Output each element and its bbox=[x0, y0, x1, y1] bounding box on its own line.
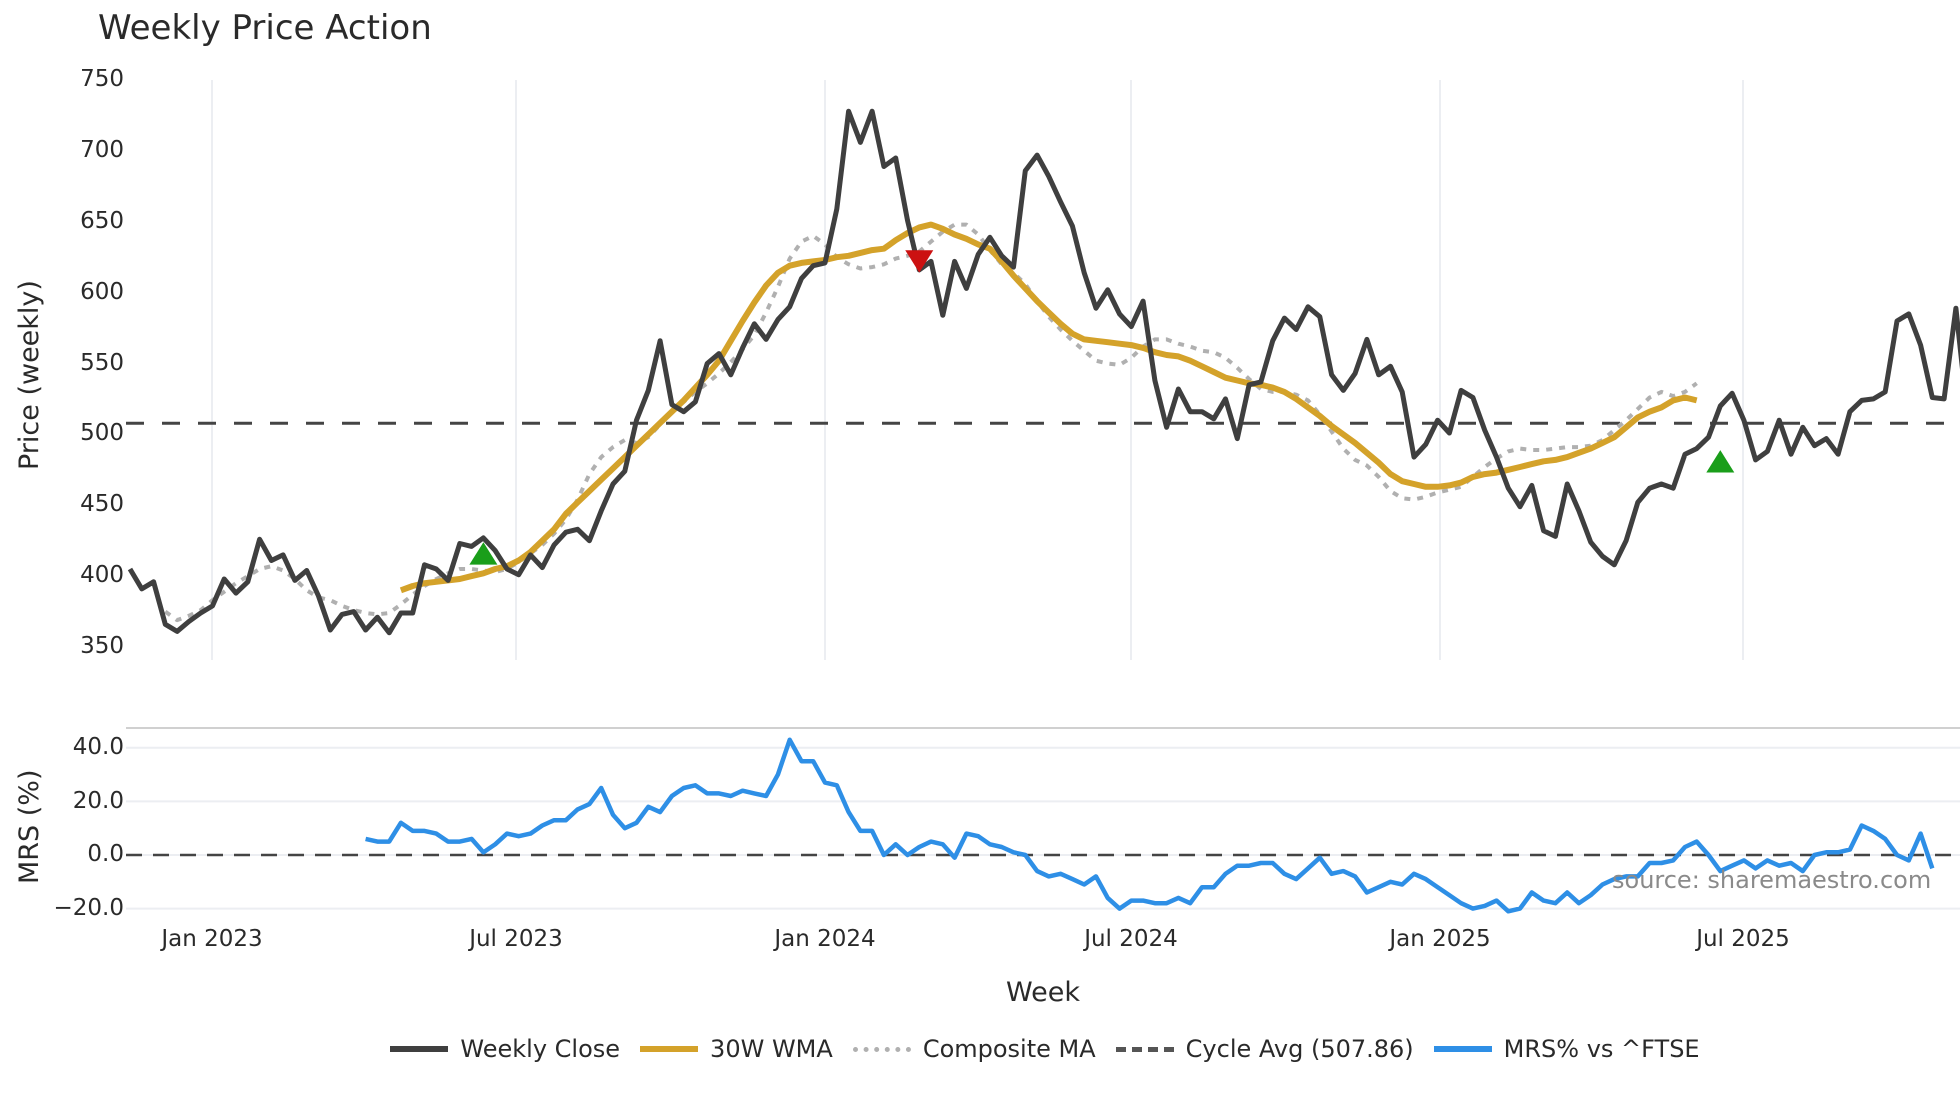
chart-legend: Weekly Close 30W WMA Composite MA Cycle … bbox=[0, 1035, 1960, 1063]
x-tick: Jul 2024 bbox=[1084, 926, 1178, 952]
legend-label: 30W WMA bbox=[710, 1035, 833, 1063]
price-ytick: 400 bbox=[80, 562, 124, 588]
chart-title: Weekly Price Action bbox=[98, 8, 432, 48]
price-series bbox=[127, 108, 1960, 636]
legend-item-cycle-avg[interactable]: Cycle Avg (507.86) bbox=[1115, 1035, 1414, 1063]
legend-swatch-cycle-avg bbox=[1115, 1046, 1174, 1052]
mrs-ytick: −20.0 bbox=[53, 895, 124, 921]
legend-swatch-weekly-close bbox=[390, 1046, 449, 1052]
mrs-vs-ftse-line bbox=[365, 737, 1935, 914]
signal-markers bbox=[469, 250, 1735, 565]
legend-swatch-composite-ma bbox=[852, 1046, 911, 1052]
mrs-ytick: 40.0 bbox=[72, 734, 124, 760]
x-tick: Jul 2025 bbox=[1696, 926, 1790, 952]
source-attribution: source: sharemaestro.com bbox=[1612, 866, 1932, 894]
price-ytick: 550 bbox=[80, 350, 124, 376]
mrs-ytick: 0.0 bbox=[87, 841, 124, 867]
x-tick: Jan 2024 bbox=[774, 926, 876, 952]
legend-swatch-30w-wma bbox=[640, 1046, 699, 1052]
price-gridlines bbox=[211, 80, 1744, 660]
legend-label: Composite MA bbox=[922, 1035, 1096, 1063]
price-ytick: 350 bbox=[80, 633, 124, 659]
price-ytick: 750 bbox=[80, 66, 124, 92]
x-tick: Jan 2025 bbox=[1389, 926, 1491, 952]
weekly-close-line bbox=[127, 108, 1960, 636]
legend-item-weekly-close[interactable]: Weekly Close bbox=[390, 1035, 620, 1063]
legend-item-mrs[interactable]: MRS% vs ^FTSE bbox=[1433, 1035, 1700, 1063]
x-tick: Jan 2023 bbox=[161, 926, 263, 952]
price-ytick: 700 bbox=[80, 137, 124, 163]
legend-label: Weekly Close bbox=[460, 1035, 621, 1063]
mrs-series bbox=[365, 737, 1935, 914]
buy-signal-icon bbox=[1706, 450, 1735, 473]
legend-item-30w-wma[interactable]: 30W WMA bbox=[640, 1035, 833, 1063]
legend-label: Cycle Avg (507.86) bbox=[1185, 1035, 1414, 1063]
price-ytick: 500 bbox=[80, 420, 124, 446]
legend-swatch-mrs bbox=[1433, 1046, 1492, 1052]
sell-signal-icon bbox=[905, 250, 934, 273]
x-tick: Jul 2023 bbox=[469, 926, 563, 952]
price-ytick: 650 bbox=[80, 208, 124, 234]
30w-wma-line bbox=[399, 221, 1698, 594]
legend-item-composite-ma[interactable]: Composite MA bbox=[852, 1035, 1096, 1063]
composite-ma-line bbox=[164, 222, 1698, 623]
legend-label: MRS% vs ^FTSE bbox=[1503, 1035, 1700, 1063]
mrs-ytick: 20.0 bbox=[72, 788, 124, 814]
price-ytick: 600 bbox=[80, 279, 124, 305]
x-axis-label: Week bbox=[1006, 977, 1080, 1008]
price-ytick: 450 bbox=[80, 491, 124, 517]
buy-signal-icon bbox=[469, 542, 498, 565]
